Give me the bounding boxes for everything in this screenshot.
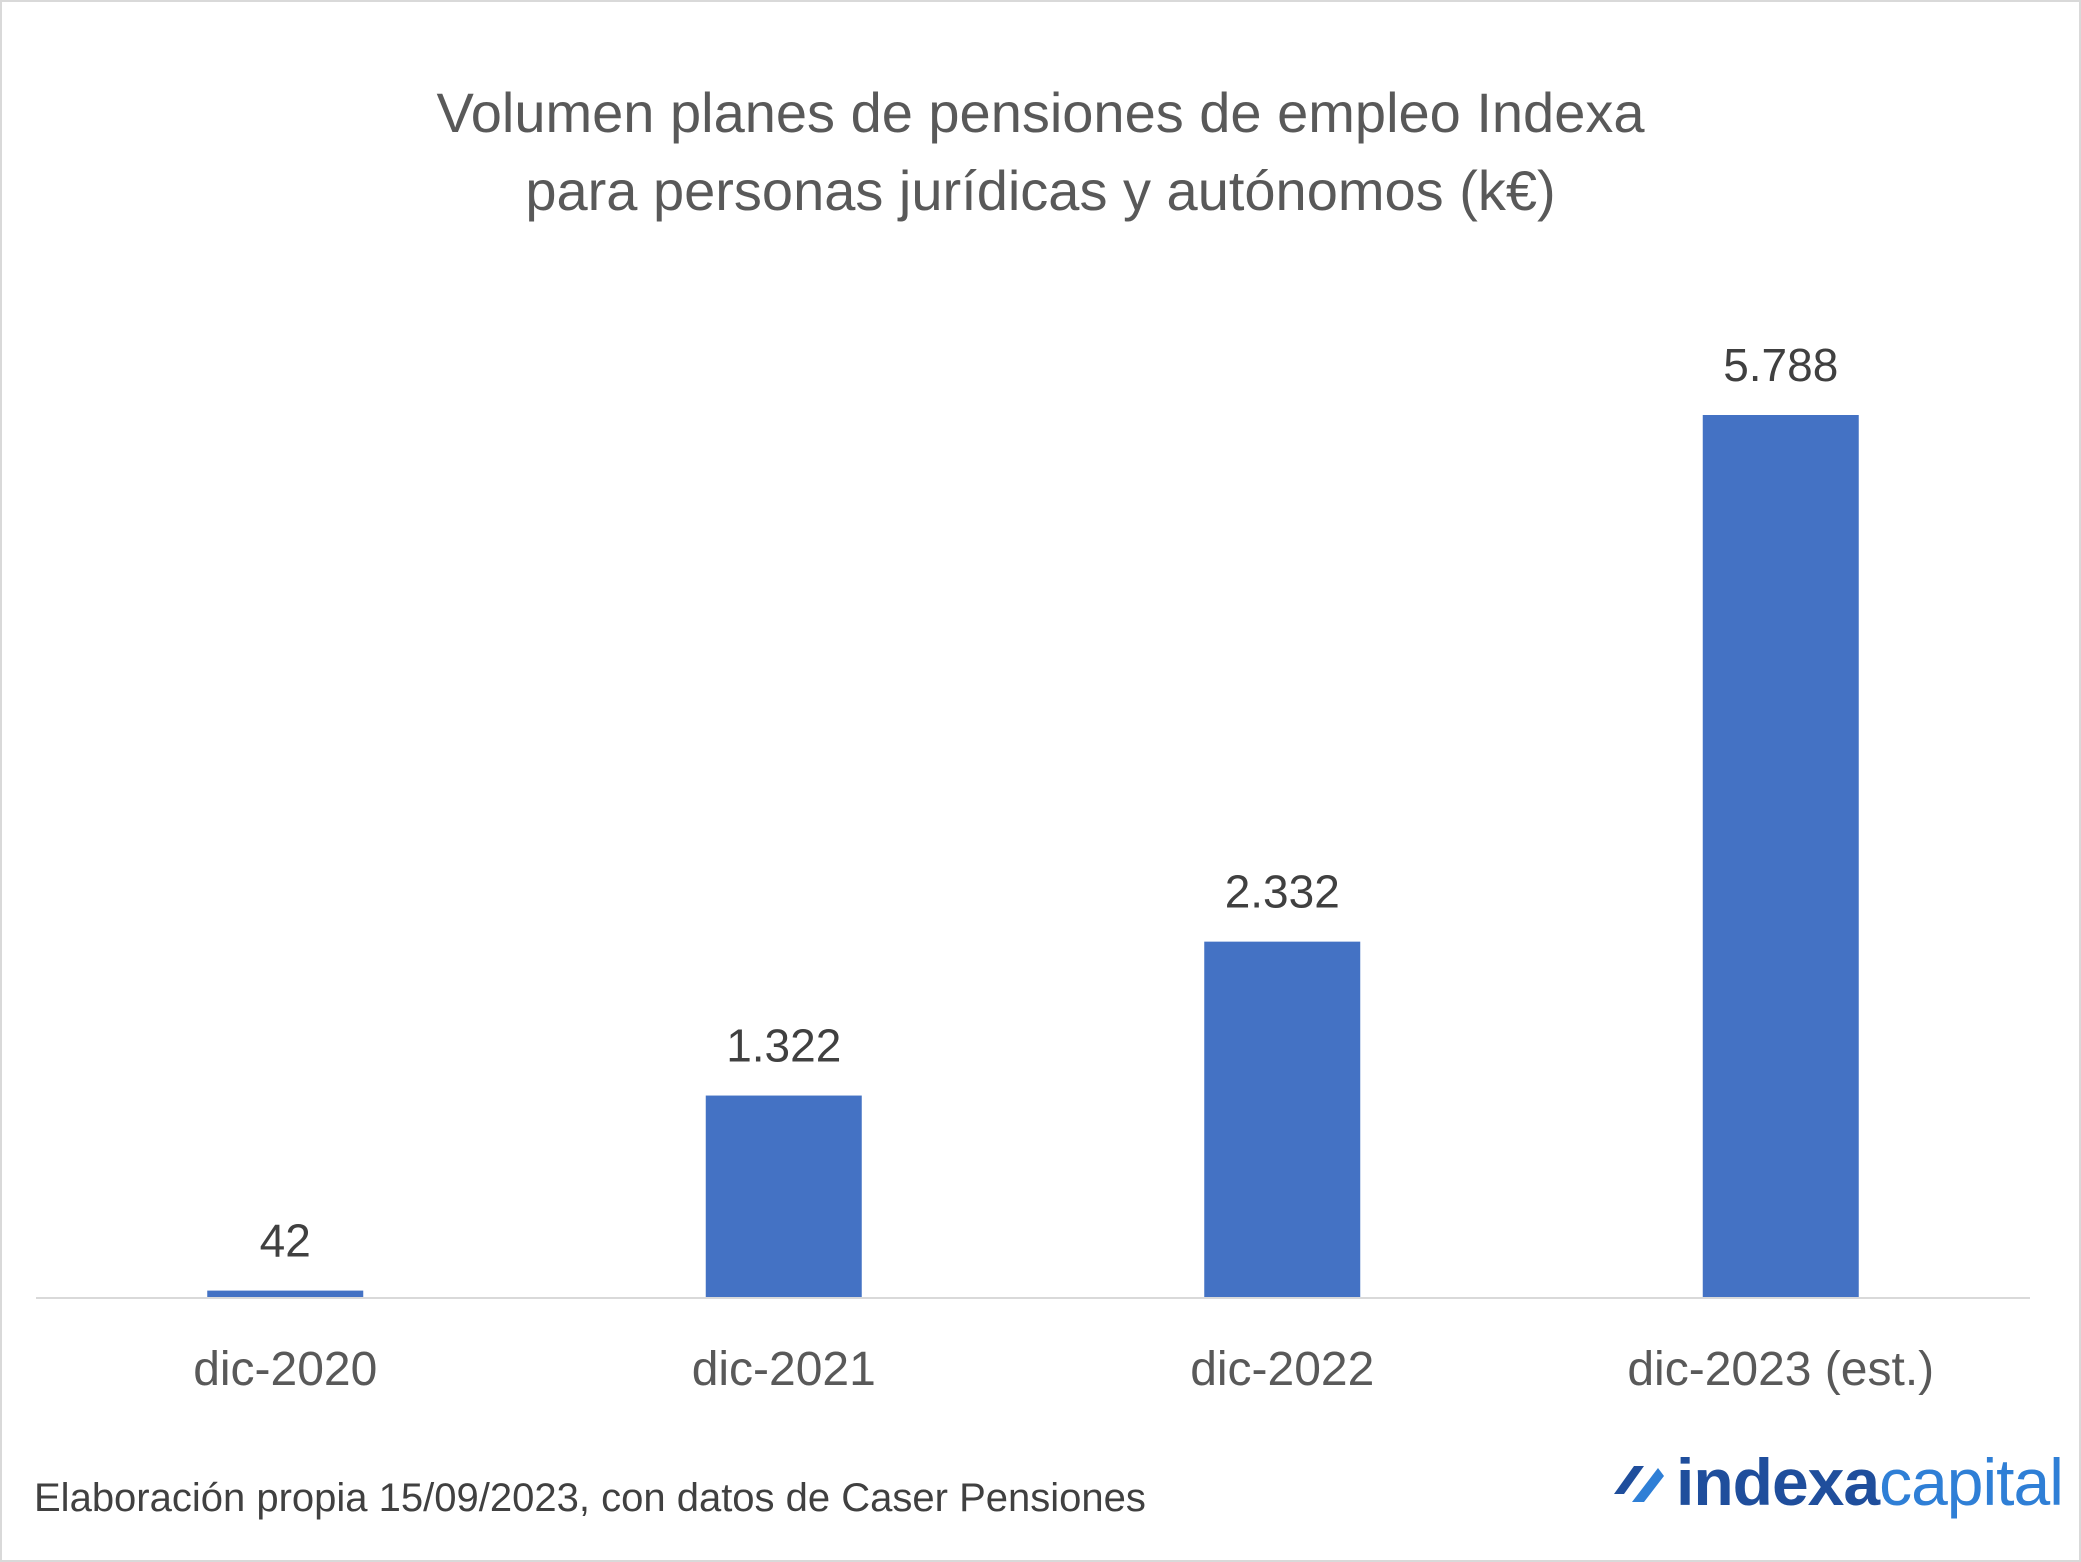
x-tick-label: dic-2023 (est.): [1627, 1343, 1934, 1396]
bar-dic-2020: [207, 1290, 364, 1297]
data-label: 5.788: [1723, 339, 1838, 391]
bar-dic-2023-est: [1702, 415, 1859, 1297]
data-label: 42: [260, 1215, 311, 1267]
indexa-capital-logo: indexa capital: [1610, 1444, 2064, 1520]
chart-title: Volumen planes de pensiones de empleo In…: [0, 74, 2081, 230]
x-tick-label: dic-2022: [1190, 1343, 1374, 1396]
data-label: 2.332: [1225, 866, 1340, 918]
chart-title-line-1: Volumen planes de pensiones de empleo In…: [436, 81, 1645, 144]
bar-dic-2021: [705, 1095, 862, 1297]
value-labels-group: 42 1.322 2.332 5.788: [260, 339, 1839, 1267]
source-note: Elaboración propia 15/09/2023, con datos…: [34, 1476, 1146, 1520]
indexa-logo-icon: [1614, 1466, 1664, 1502]
logo-text-capital: capital: [1879, 1445, 2064, 1519]
chart-title-line-2: para personas jurídicas y autónomos (k€): [525, 159, 1556, 222]
x-tick-label: dic-2020: [193, 1343, 377, 1396]
bars-group: [207, 415, 1859, 1297]
data-label: 1.322: [726, 1020, 841, 1072]
logo-text-indexa: indexa: [1676, 1445, 1880, 1519]
bar-dic-2022: [1204, 941, 1361, 1297]
tick-labels-group: dic-2020 dic-2021 dic-2022 dic-2023 (est.): [193, 1343, 1934, 1396]
x-tick-label: dic-2021: [692, 1343, 876, 1396]
